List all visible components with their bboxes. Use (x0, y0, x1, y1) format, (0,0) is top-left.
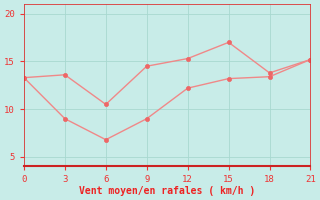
X-axis label: Vent moyen/en rafales ( km/h ): Vent moyen/en rafales ( km/h ) (79, 186, 255, 196)
